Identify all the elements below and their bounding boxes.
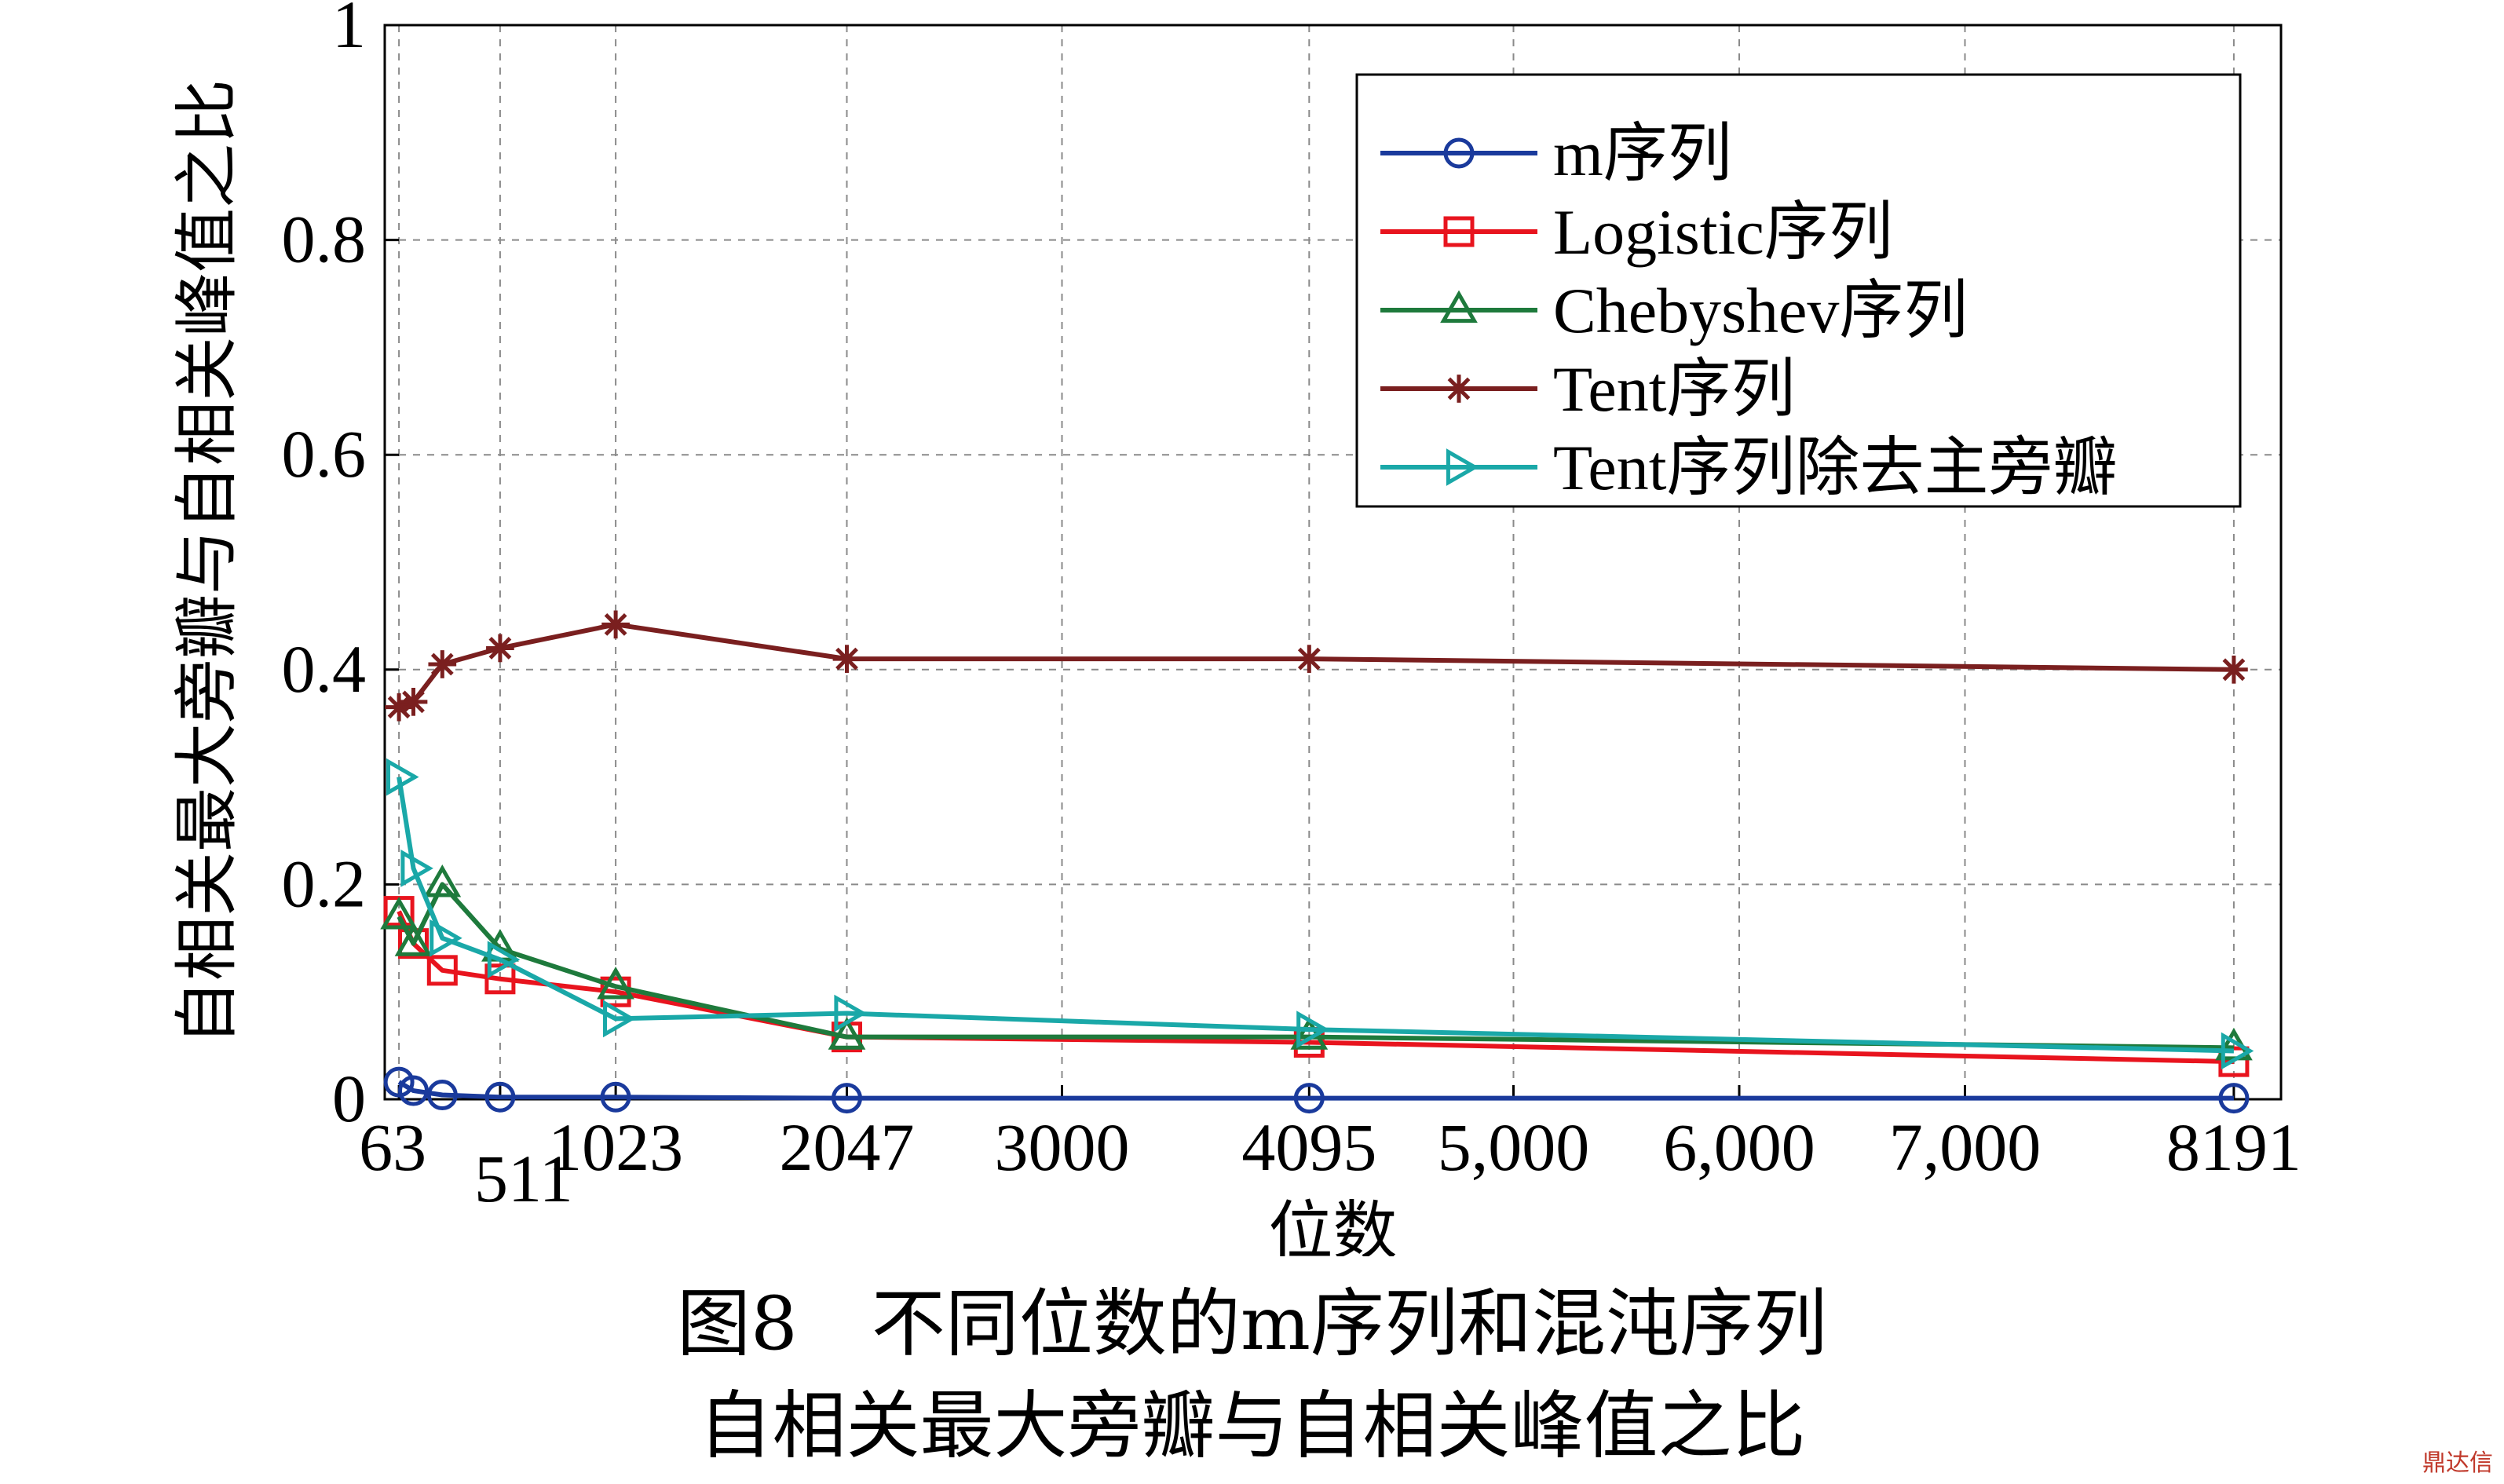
data-point [2221, 1032, 2254, 1070]
series-layer [380, 610, 2254, 1114]
data-point [426, 955, 458, 986]
asterisk-stroke [402, 690, 425, 714]
x-tick-label: 511 [474, 1141, 573, 1216]
legend-label: Tent序列除去主旁瓣 [1553, 432, 2118, 503]
watermark-logo: 鼎达信 [2422, 1449, 2493, 1477]
asterisk-stroke [835, 647, 858, 671]
legend-item: Chebyshev序列 [1380, 275, 1968, 346]
y-tick-labels: 0 0.2 0.4 0.6 0.8 1 [282, 0, 367, 1136]
data-point [484, 1081, 516, 1113]
x-tick-label: 4095 [1241, 1109, 1376, 1185]
asterisk-stroke [488, 637, 512, 660]
data-point [380, 897, 418, 930]
data-point [1295, 645, 1324, 673]
series-line [397, 1080, 2234, 1101]
legend-item: Tent序列除去主旁瓣 [1380, 432, 2118, 503]
data-point [597, 966, 634, 1000]
data-point [832, 1083, 863, 1114]
legend-marker [1443, 216, 1475, 247]
y-tick-label: 0.2 [282, 846, 367, 921]
x-tick-label: 1023 [548, 1109, 683, 1185]
data-point [386, 758, 419, 796]
data-point [430, 919, 462, 957]
asterisk-stroke [2222, 658, 2246, 682]
x-tick-label: 63 [359, 1109, 426, 1185]
legend-item: Logistic序列 [1380, 196, 1893, 268]
figure-caption-line-1: 图8 不同位数的m序列和混沌序列 [677, 1281, 1827, 1367]
series-line [397, 910, 2234, 1065]
x-tick-label: 7,000 [1889, 1109, 2042, 1185]
data-point [423, 864, 462, 897]
series-4 [385, 610, 2248, 722]
data-point [828, 1017, 866, 1050]
data-point [603, 1000, 636, 1038]
series-1 [383, 1066, 2250, 1114]
y-tick-label: 0.4 [282, 631, 367, 707]
legend-marker [1446, 448, 1479, 486]
series-line [397, 777, 2234, 1054]
y-tick-label: 0.8 [282, 202, 367, 277]
legend: m序列Logistic序列Chebyshev序列Tent序列Tent序列除去主旁… [1355, 73, 2242, 508]
data-point [601, 610, 630, 639]
data-point [487, 941, 521, 979]
figure-caption-line-2: 自相关最大旁瓣与自相关峰值之比 [698, 1383, 1806, 1469]
data-point [1296, 1011, 1329, 1048]
y-tick-label: 0.6 [282, 416, 367, 492]
x-axis-label: 位数 [1268, 1194, 1397, 1256]
data-point [426, 1080, 458, 1111]
legend-item: Tent序列 [1380, 353, 1796, 425]
legend-label: Logistic序列 [1553, 196, 1893, 268]
data-point [2220, 655, 2248, 684]
asterisk-stroke [604, 612, 627, 636]
x-tick-label: 3000 [995, 1109, 1130, 1185]
data-point [2218, 1046, 2250, 1077]
data-point [600, 1081, 631, 1113]
legend-label: Tent序列 [1553, 353, 1796, 425]
data-point [834, 994, 867, 1033]
data-point [1293, 1083, 1325, 1114]
data-point [400, 850, 433, 887]
x-tick-label: 2047 [780, 1109, 915, 1185]
data-point [394, 923, 433, 956]
y-tick-label: 1 [332, 0, 366, 62]
asterisk-stroke [1297, 647, 1321, 671]
data-point [428, 650, 457, 678]
data-point [399, 687, 428, 716]
series-5 [386, 758, 2254, 1070]
data-point [486, 634, 514, 663]
legend-label: m序列 [1553, 118, 1732, 189]
legend-label: Chebyshev序列 [1553, 275, 1968, 346]
legend-marker [1443, 137, 1475, 169]
y-axis-label: 自相关最大旁瓣与自相关峰值之比 [170, 79, 245, 1045]
data-point [832, 645, 861, 673]
legend-item: m序列 [1380, 118, 1732, 189]
data-point [398, 1075, 430, 1106]
data-point [2218, 1083, 2250, 1114]
x-tick-label: 5,000 [1438, 1109, 1590, 1185]
legend-marker [1440, 290, 1478, 323]
data-point [484, 963, 516, 995]
x-tick-label: 8191 [2166, 1109, 2301, 1185]
legend-marker [1445, 375, 1473, 403]
x-tick-label: 6,000 [1663, 1109, 1815, 1185]
y-tick-label: 0 [332, 1061, 366, 1136]
legend-box [1355, 73, 2242, 508]
asterisk-stroke [430, 652, 454, 676]
asterisk-stroke [1447, 377, 1471, 400]
